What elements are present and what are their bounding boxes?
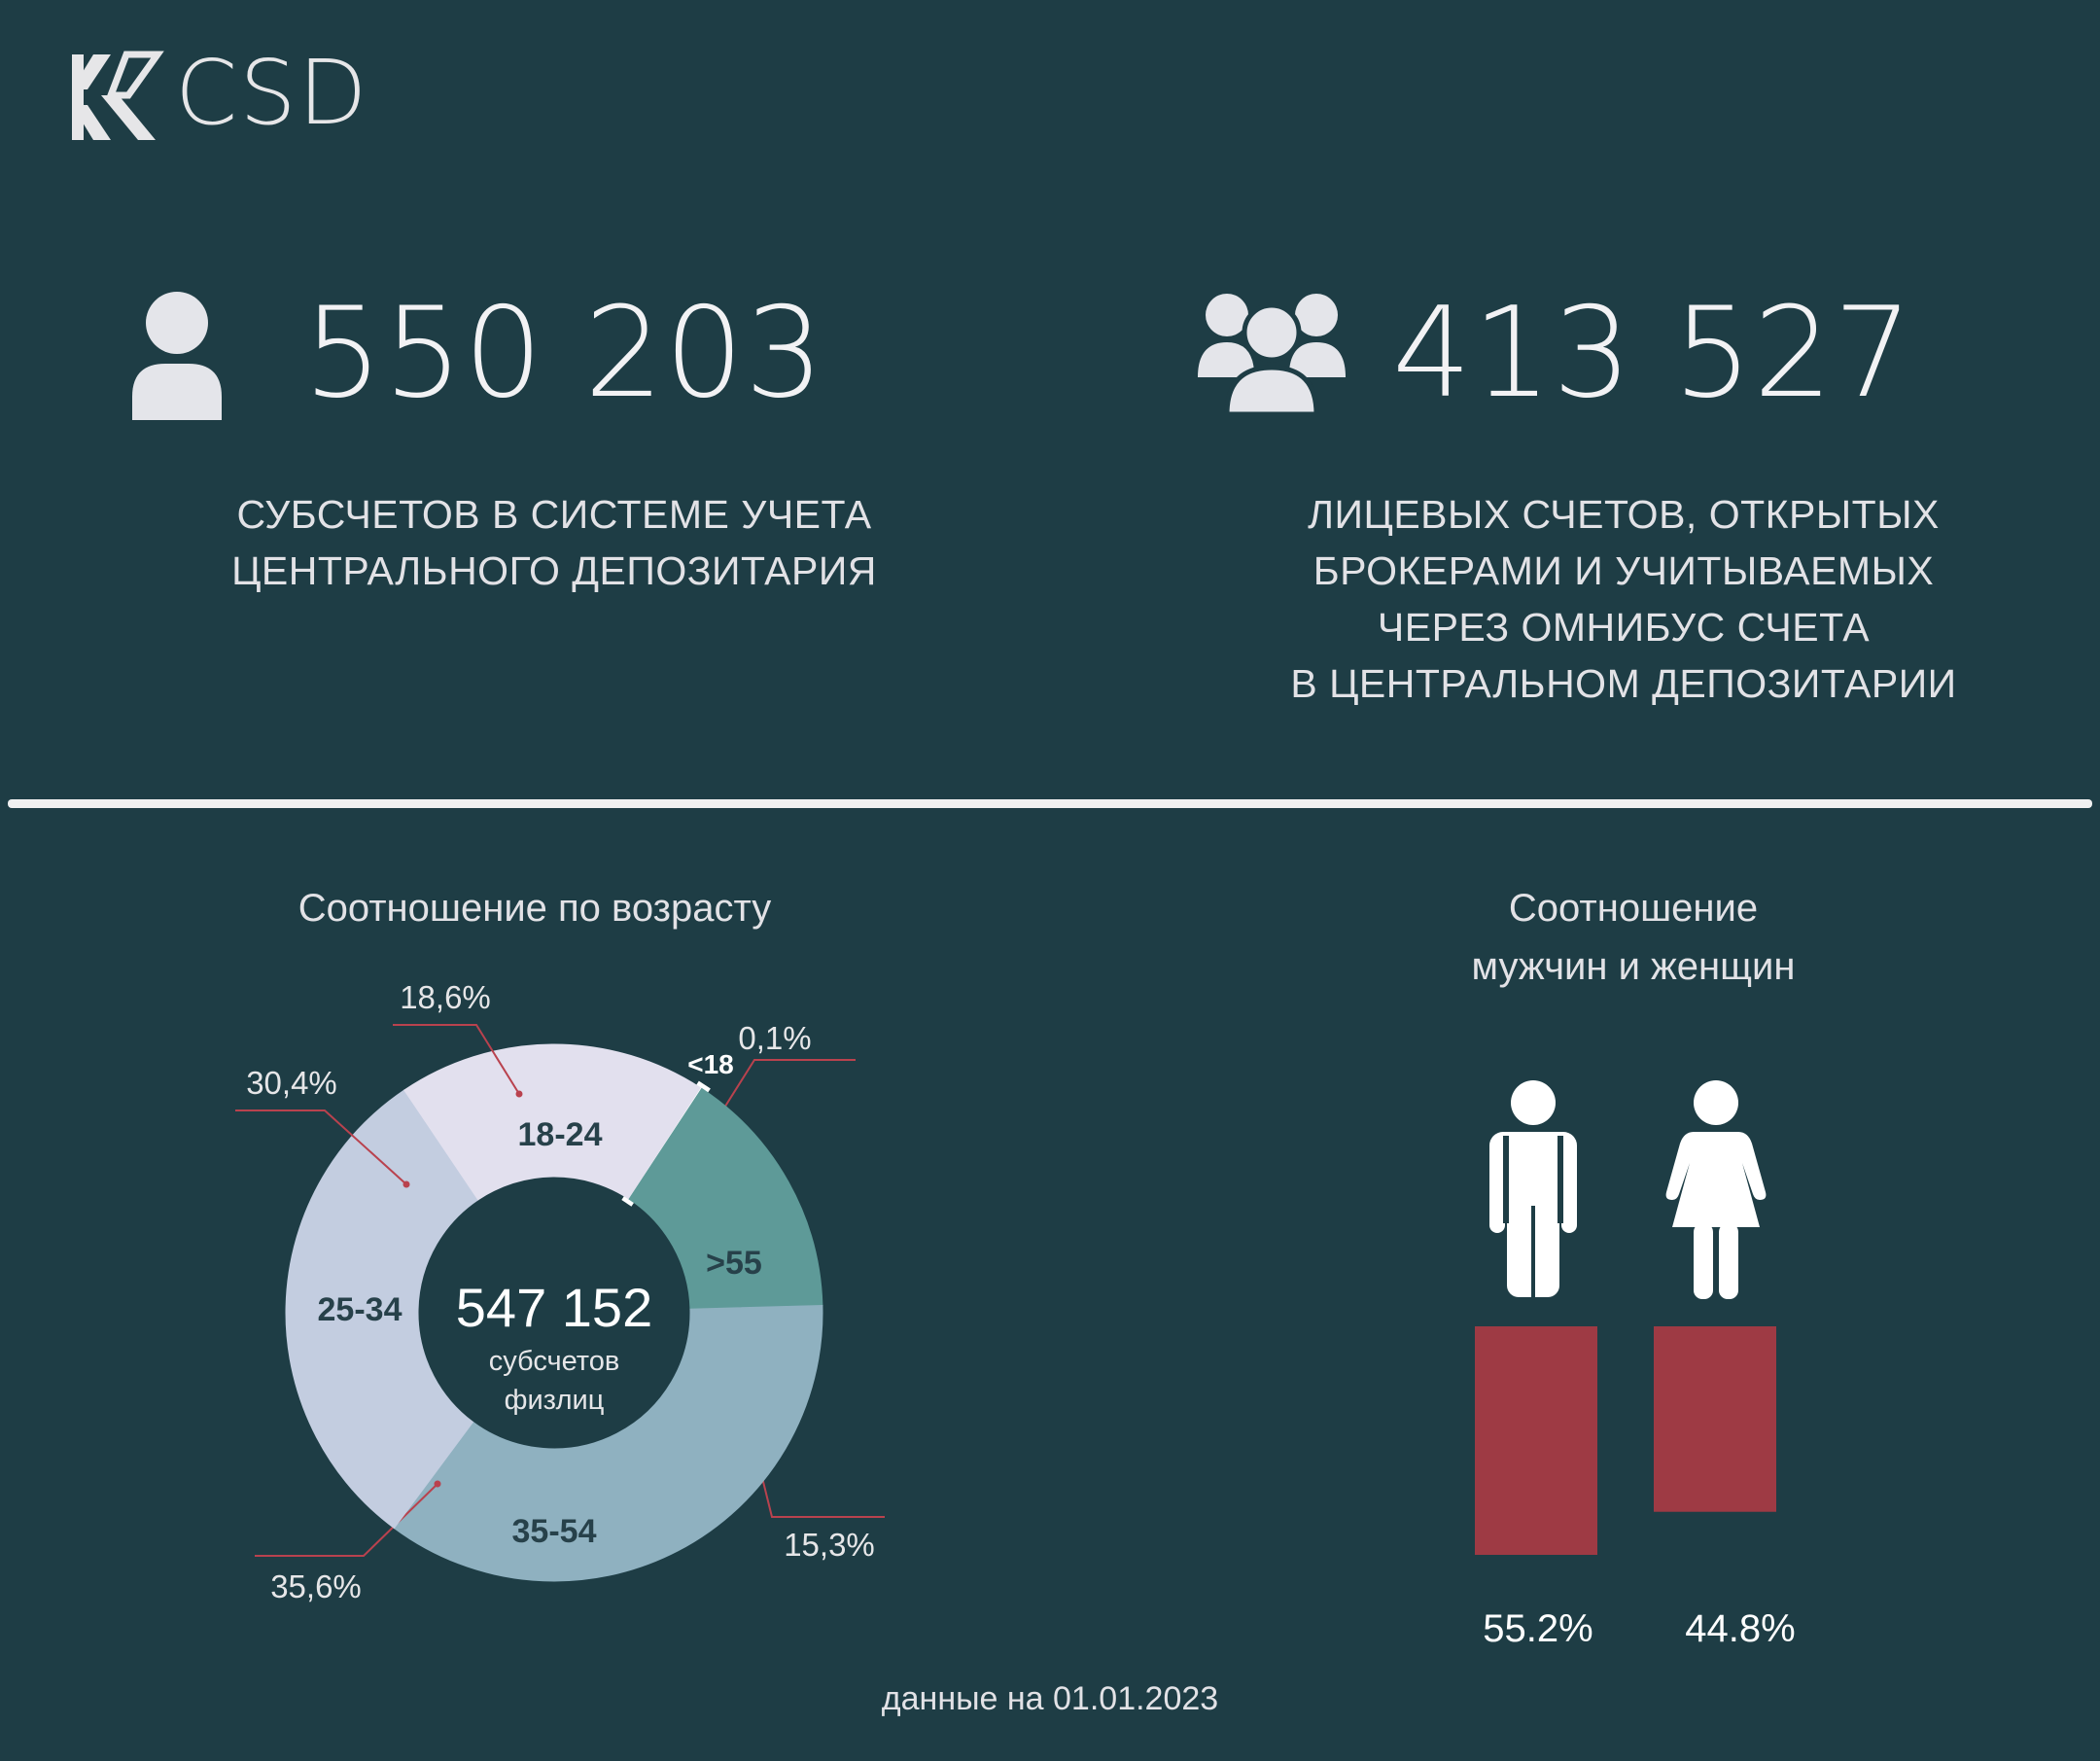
title-line: мужчин и женщин	[1471, 945, 1796, 988]
group-icon	[1198, 294, 1346, 414]
age-chart-title: Соотношение по возрасту	[298, 887, 772, 930]
gender-percent-label: 44.8%	[1685, 1607, 1795, 1650]
age-slice	[628, 1087, 823, 1310]
leader-dot	[434, 1480, 441, 1488]
leader-line	[255, 1483, 438, 1557]
description-line: БРОКЕРАМИ И УЧИТЫВАЕМЫХ	[1312, 548, 1935, 593]
slice-percent-label: 15,3%	[784, 1527, 875, 1563]
person-icon	[132, 292, 222, 420]
gender-chart-title: Соотношение мужчин и женщин	[1390, 879, 1876, 996]
leader-dot	[402, 1180, 410, 1188]
description-line: СУБСЧЕТОВ В СИСТЕМЕ УЧЕТА	[236, 492, 872, 537]
personal-accounts-description: ЛИЦЕВЫХ СЧЕТОВ, ОТКРЫТЫХ БРОКЕРАМИ И УЧИ…	[1206, 486, 2042, 712]
subaccounts-count: 550 203	[303, 281, 825, 426]
slice-percent-label: 18,6%	[400, 979, 491, 1015]
age-slice	[285, 1089, 479, 1530]
data-date-footnote: данные на 01.01.2023	[881, 1680, 1219, 1717]
center-label-line: субсчетов	[488, 1346, 620, 1377]
leader-line	[720, 1059, 856, 1113]
female-icon	[1665, 1080, 1767, 1299]
slice-percent-label: 30,4%	[246, 1065, 337, 1101]
slice-category-label: <18	[687, 1049, 734, 1079]
leader-line	[393, 1024, 520, 1095]
age-donut-chart: <180,1% >55 15,3% 35-54 35,6% 25-34 30,4% 18-24…	[235, 979, 885, 1604]
slice-category-label: 18-24	[518, 1116, 603, 1153]
csd-logo-mark-icon	[72, 51, 164, 140]
section-divider	[8, 799, 2092, 808]
age-slice	[403, 1043, 702, 1201]
center-label-line: физлиц	[504, 1385, 605, 1416]
leader-line	[235, 1109, 407, 1185]
description-line: В ЦЕНТРАЛЬНОМ ДЕПОЗИТАРИИ	[1290, 661, 1957, 706]
subaccounts-description: СУБСЧЕТОВ В СИСТЕМЕ УЧЕТА ЦЕНТРАЛЬНОГО Д…	[194, 486, 914, 599]
slice-percent-label: 0,1%	[738, 1020, 811, 1056]
gender-bar	[1654, 1326, 1776, 1512]
slice-category-label: 35-54	[512, 1513, 597, 1550]
csd-logo: CSD	[68, 47, 379, 154]
description-line: ЦЕНТРАЛЬНОГО ДЕПОЗИТАРИЯ	[231, 548, 877, 593]
gender-percent-label: 55.2%	[1483, 1607, 1592, 1650]
description-line: ЛИЦЕВЫХ СЧЕТОВ, ОТКРЫТЫХ	[1308, 492, 1940, 537]
personal-accounts-count: 413 527	[1392, 281, 1914, 426]
age-slice	[393, 1304, 823, 1582]
description-line: ЧЕРЕЗ ОМНИБУС СЧЕТА	[1377, 605, 1871, 650]
slice-category-label: 25-34	[318, 1291, 402, 1328]
logo-text: CSD	[175, 41, 369, 145]
donut-center: 547 152 субсчетов физлиц	[408, 1274, 700, 1420]
title-line: Соотношение	[1508, 887, 1759, 930]
gender-bar	[1475, 1326, 1597, 1555]
male-icon	[1489, 1080, 1577, 1299]
total-subaccounts: 547 152	[455, 1277, 653, 1338]
leader-dot	[515, 1090, 523, 1098]
slice-category-label: >55	[706, 1245, 762, 1282]
slice-percent-label: 35,6%	[270, 1568, 362, 1604]
